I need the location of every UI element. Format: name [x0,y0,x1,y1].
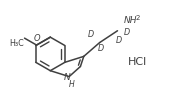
Text: H₃C: H₃C [9,39,24,48]
Text: D: D [123,28,130,37]
Text: D: D [88,30,94,39]
Text: HCl: HCl [128,57,147,67]
Text: D: D [98,44,104,53]
Text: H: H [69,80,75,89]
Text: N: N [64,73,71,82]
Text: O: O [33,34,40,43]
Text: D: D [115,36,122,45]
Text: 2: 2 [135,15,140,21]
Text: NH: NH [123,16,137,25]
